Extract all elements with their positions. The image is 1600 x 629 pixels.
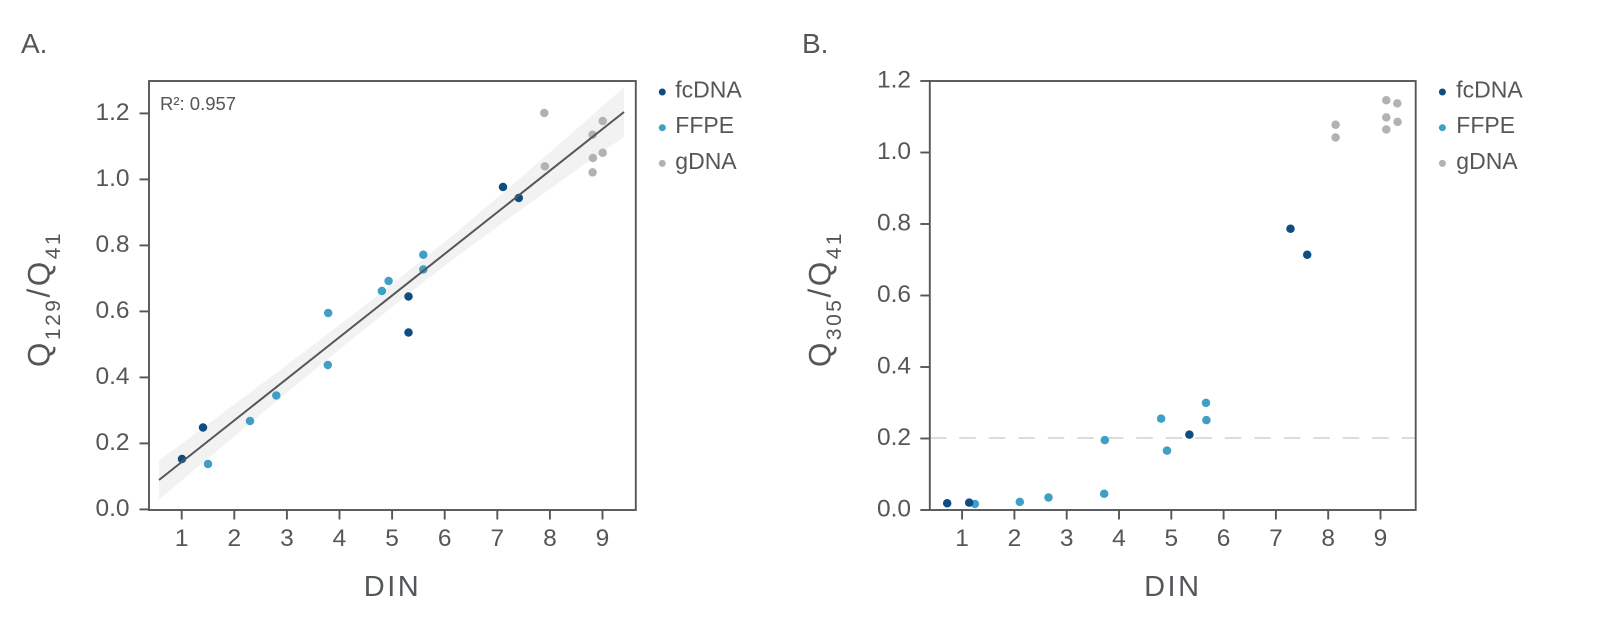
svg-text:1: 1 bbox=[175, 525, 189, 552]
svg-text:4: 4 bbox=[333, 525, 347, 552]
svg-text:0.6: 0.6 bbox=[877, 281, 911, 308]
svg-text:1.0: 1.0 bbox=[877, 138, 911, 165]
svg-text:gDNA: gDNA bbox=[675, 148, 737, 174]
svg-text:0.4: 0.4 bbox=[95, 363, 129, 390]
svg-text:8: 8 bbox=[1321, 525, 1335, 552]
svg-text:A.: A. bbox=[21, 28, 47, 59]
svg-text:9: 9 bbox=[1374, 525, 1388, 552]
svg-text:1.2: 1.2 bbox=[95, 99, 129, 126]
svg-text:R²: 0.957: R²: 0.957 bbox=[160, 93, 236, 114]
svg-text:6: 6 bbox=[438, 525, 452, 552]
svg-text:FFPE: FFPE bbox=[675, 112, 734, 138]
svg-text:5: 5 bbox=[1164, 525, 1178, 552]
svg-text:4: 4 bbox=[1112, 525, 1126, 552]
svg-text:1.0: 1.0 bbox=[95, 165, 129, 192]
svg-text:2: 2 bbox=[227, 525, 241, 552]
svg-text:8: 8 bbox=[543, 525, 557, 552]
svg-text:0.0: 0.0 bbox=[877, 496, 911, 523]
svg-text:fcDNA: fcDNA bbox=[1456, 76, 1523, 102]
svg-text:3: 3 bbox=[1060, 525, 1074, 552]
svg-text:1.2: 1.2 bbox=[877, 67, 911, 94]
svg-text:1: 1 bbox=[955, 525, 969, 552]
svg-text:DIN: DIN bbox=[364, 571, 421, 603]
svg-text:3: 3 bbox=[280, 525, 294, 552]
svg-text:fcDNA: fcDNA bbox=[675, 76, 742, 102]
svg-text:0.8: 0.8 bbox=[877, 210, 911, 237]
svg-text:0.6: 0.6 bbox=[95, 297, 129, 324]
svg-text:DIN: DIN bbox=[1144, 571, 1201, 603]
svg-text:0.2: 0.2 bbox=[95, 429, 129, 456]
svg-text:6: 6 bbox=[1217, 525, 1231, 552]
svg-text:0.4: 0.4 bbox=[877, 353, 911, 380]
svg-text:2: 2 bbox=[1008, 525, 1022, 552]
svg-text:FFPE: FFPE bbox=[1456, 112, 1515, 138]
svg-text:5: 5 bbox=[385, 525, 399, 552]
svg-text:7: 7 bbox=[1269, 525, 1283, 552]
svg-text:gDNA: gDNA bbox=[1456, 148, 1518, 174]
svg-text:0.0: 0.0 bbox=[95, 495, 129, 522]
svg-text:9: 9 bbox=[596, 525, 610, 552]
svg-text:B.: B. bbox=[802, 28, 828, 59]
svg-text:0.2: 0.2 bbox=[877, 424, 911, 451]
svg-text:0.8: 0.8 bbox=[95, 231, 129, 258]
svg-text:7: 7 bbox=[490, 525, 504, 552]
